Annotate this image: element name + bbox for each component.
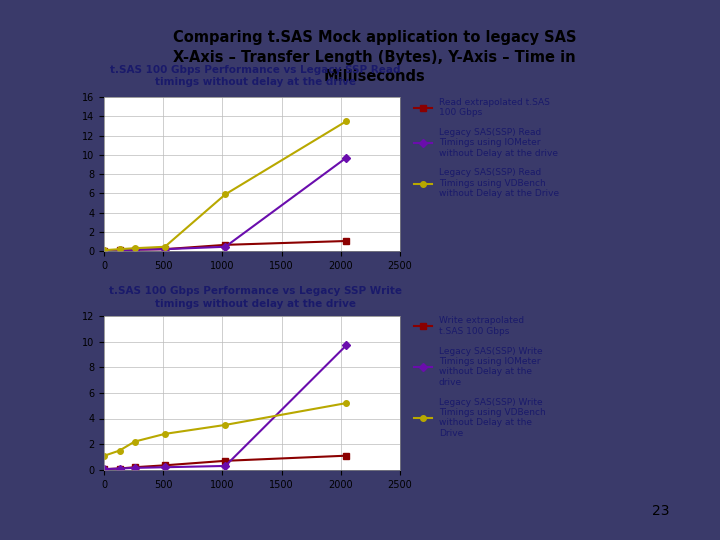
Text: Comparing t.SAS Mock application to legacy SAS
X-Axis – Transfer Length (Bytes),: Comparing t.SAS Mock application to lega… — [173, 30, 576, 84]
Text: t.SAS 100 Gbps Performance vs Legacy SSP Write
timings without delay at the driv: t.SAS 100 Gbps Performance vs Legacy SSP… — [109, 287, 402, 309]
Text: 23: 23 — [652, 504, 670, 518]
Legend: Write extrapolated
t.SAS 100 Gbps, Legacy SAS(SSP) Write
Timings using IOMeter
w: Write extrapolated t.SAS 100 Gbps, Legac… — [410, 313, 549, 441]
Legend: Read extrapolated t.SAS
100 Gbps, Legacy SAS(SSP) Read
Timings using IOMeter
wit: Read extrapolated t.SAS 100 Gbps, Legacy… — [410, 94, 562, 202]
Text: t.SAS 100 Gbps Performance vs Legacy SSP Read
timings without delay at the drive: t.SAS 100 Gbps Performance vs Legacy SSP… — [110, 65, 401, 87]
